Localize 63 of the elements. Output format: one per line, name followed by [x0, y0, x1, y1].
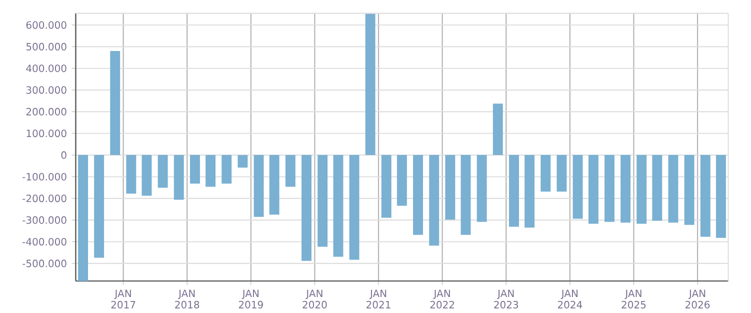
bar — [206, 155, 216, 187]
bar — [540, 155, 551, 192]
bar — [318, 155, 328, 247]
bar — [588, 155, 598, 224]
bar — [333, 155, 344, 257]
bar — [142, 155, 152, 196]
y-tick-label: -300.000 — [22, 216, 66, 224]
bar — [476, 155, 487, 222]
bar — [604, 155, 614, 222]
x-tick-label: JAN 2023 — [494, 290, 518, 308]
bar — [700, 155, 710, 237]
bar — [509, 155, 519, 227]
y-tick-label: 100.000 — [26, 130, 66, 138]
bar — [620, 155, 631, 223]
x-tick-label: JAN 2021 — [366, 290, 390, 308]
bar — [460, 155, 471, 235]
y-tick-label: 500.000 — [26, 42, 66, 50]
bar — [445, 155, 456, 220]
bar — [524, 155, 535, 228]
y-tick-label: 400.000 — [26, 64, 66, 72]
x-tick-label: JAN 2024 — [558, 290, 582, 308]
bar — [285, 155, 296, 187]
x-tick-label: JAN 2026 — [686, 290, 710, 308]
bar — [396, 155, 407, 206]
bar — [684, 155, 694, 225]
bar — [716, 155, 726, 238]
bar — [492, 104, 503, 156]
y-tick-label: -400.000 — [22, 238, 66, 246]
y-tick-label: -500.000 — [22, 260, 66, 268]
x-tick-label: JAN 2020 — [302, 290, 327, 308]
y-tick-label: -100.000 — [22, 172, 66, 181]
bar — [572, 155, 583, 219]
bar — [126, 155, 136, 194]
bar — [174, 155, 184, 200]
bar — [381, 155, 392, 218]
bar — [556, 155, 567, 192]
x-tick-label: JAN 2017 — [111, 290, 136, 308]
bar — [254, 155, 264, 217]
x-tick-label: JAN 2019 — [238, 290, 263, 308]
bar — [269, 155, 280, 215]
y-tick-label: 200.000 — [26, 108, 66, 116]
bar — [222, 155, 232, 184]
bar — [636, 155, 647, 224]
bar — [190, 155, 200, 184]
x-tick-label: JAN 2025 — [622, 290, 646, 308]
bar — [94, 155, 104, 258]
bar — [652, 155, 662, 221]
bar — [238, 155, 248, 168]
bar — [349, 155, 360, 260]
bar — [110, 51, 120, 156]
y-tick-label: 0 — [61, 151, 66, 159]
bar — [78, 155, 88, 281]
y-tick-label: -200.000 — [22, 194, 66, 202]
x-tick-label: JAN 2018 — [175, 290, 200, 308]
y-tick-label: 300.000 — [26, 86, 66, 94]
bar — [365, 13, 376, 156]
bar — [158, 155, 168, 188]
bar — [413, 155, 423, 235]
bar — [302, 155, 312, 261]
y-tick-label: 600.000 — [26, 21, 66, 29]
x-tick-label: JAN 2022 — [430, 290, 454, 308]
bar — [429, 155, 440, 246]
bar — [668, 155, 678, 223]
